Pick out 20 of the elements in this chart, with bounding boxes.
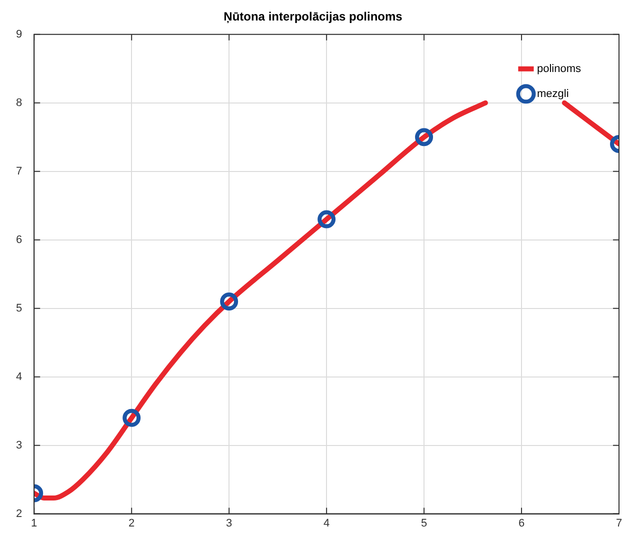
y-tick-label: 8: [16, 96, 22, 109]
y-tick-label: 4: [16, 370, 22, 383]
chart-title: Ņūtona interpolācijas polinoms: [224, 10, 403, 24]
y-tick-label: 2: [16, 508, 22, 520]
point: [318, 210, 336, 228]
x-tick-label: 1: [31, 517, 38, 530]
point: [220, 292, 238, 310]
x-tick-label: 3: [226, 517, 232, 530]
x-tick-label: 6: [518, 517, 525, 530]
y-tick-label: 5: [16, 302, 22, 314]
x-tick-label: 5: [420, 517, 428, 530]
x-tick-label: 4: [323, 517, 330, 530]
x-tick-label: 7: [616, 517, 622, 530]
x-tick-label: 2: [128, 517, 135, 530]
y-tick-label: 3: [16, 439, 22, 452]
y-tick-label: 7: [16, 165, 22, 178]
y-tick-label: 9: [16, 28, 22, 40]
y-tick-label: 6: [16, 234, 22, 246]
legend-label: polinoms: [536, 62, 582, 75]
legend-label: mezgli: [536, 88, 569, 100]
